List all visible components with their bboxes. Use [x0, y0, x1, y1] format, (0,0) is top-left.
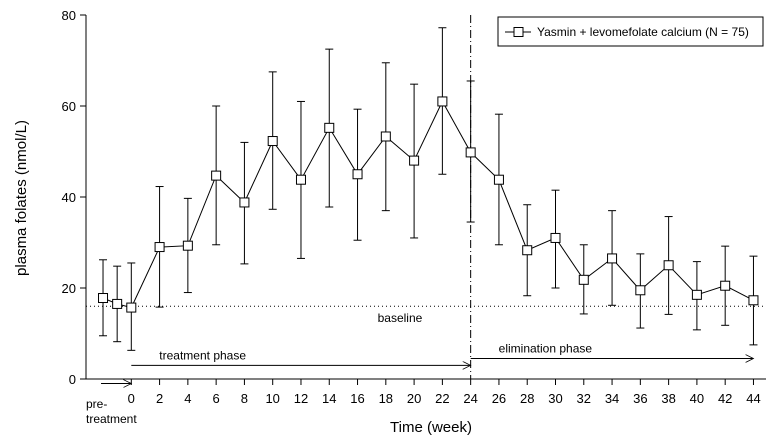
data-point — [182, 240, 193, 251]
legend: Yasmin + levomefolate calcium (N = 75) — [497, 16, 764, 47]
x-tick-label: 42 — [718, 391, 732, 406]
phase-arrows — [101, 359, 753, 384]
data-point — [578, 274, 589, 285]
data-markers — [98, 96, 759, 313]
y-tick-label: 80 — [62, 8, 76, 23]
x-tick-label: 22 — [435, 391, 449, 406]
data-point — [720, 280, 731, 291]
baseline-label: baseline — [378, 311, 423, 325]
reference-lines — [86, 15, 766, 379]
data-point — [493, 174, 504, 185]
x-tick-label: 26 — [492, 391, 506, 406]
data-point — [635, 285, 646, 296]
treatment-phase-label: treatment phase — [159, 348, 246, 362]
series-polyline — [102, 100, 754, 309]
pretreatment-label-line1: pre- — [86, 397, 107, 411]
x-tick-label: 12 — [294, 391, 308, 406]
data-point — [154, 242, 165, 253]
legend-marker-sample — [513, 27, 524, 37]
x-tick-label: 32 — [577, 391, 591, 406]
x-tick-label: 0 — [128, 391, 135, 406]
y-axis-title: plasma folates (nmol/L) — [13, 120, 30, 276]
x-tick-label: 40 — [690, 391, 704, 406]
data-point — [211, 170, 222, 181]
x-tick-label: 44 — [746, 391, 760, 406]
data-point — [380, 131, 391, 142]
x-tick-label: 20 — [407, 391, 421, 406]
data-point — [437, 96, 448, 107]
x-tick-label: 4 — [184, 391, 191, 406]
x-axis-title: Time (week) — [390, 419, 472, 436]
x-tick-label: 36 — [633, 391, 647, 406]
data-point — [691, 289, 702, 300]
x-tick-label: 34 — [605, 391, 619, 406]
data-point — [324, 122, 335, 133]
x-tick-label: 18 — [379, 391, 393, 406]
plot-frame — [85, 15, 766, 380]
error-bars — [99, 27, 758, 351]
legend-label: Yasmin + levomefolate calcium (N = 75) — [537, 25, 749, 39]
y-tick-label: 40 — [62, 190, 76, 205]
pretreatment-label-line2: treatment — [86, 412, 137, 426]
data-point — [126, 302, 137, 313]
y-tick-label: 0 — [69, 372, 76, 387]
data-point — [112, 298, 123, 309]
x-tick-label: 16 — [350, 391, 364, 406]
y-tick-label: 60 — [62, 99, 76, 114]
y-axis-ticks: 0 20 40 60 80 — [62, 8, 86, 387]
x-tick-label: 14 — [322, 391, 336, 406]
data-point — [465, 147, 476, 158]
data-point — [607, 253, 618, 264]
data-point — [98, 293, 109, 304]
x-tick-label: 8 — [241, 391, 248, 406]
data-point — [748, 295, 759, 306]
x-tick-label: 28 — [520, 391, 534, 406]
data-point — [295, 174, 306, 185]
data-point — [663, 260, 674, 271]
data-point — [409, 155, 420, 166]
data-point — [267, 136, 278, 147]
legend-box — [497, 16, 764, 47]
x-axis-ticks: 0 2 4 6 8 10 12 14 16 18 20 22 24 26 28 30 32 34 36 38 40 42 4… — [128, 379, 761, 406]
data-point — [239, 197, 250, 208]
x-tick-label: 30 — [548, 391, 562, 406]
data-point — [522, 245, 533, 256]
data-point — [550, 232, 561, 243]
x-tick-label: 38 — [661, 391, 675, 406]
x-tick-label: 2 — [156, 391, 163, 406]
elimination-phase-label: elimination phase — [499, 342, 593, 356]
x-tick-label: 10 — [265, 391, 279, 406]
series-line — [102, 100, 754, 309]
y-tick-label: 20 — [62, 281, 76, 296]
x-tick-label: 24 — [463, 391, 477, 406]
x-tick-label: 6 — [213, 391, 220, 406]
data-point — [352, 169, 363, 180]
